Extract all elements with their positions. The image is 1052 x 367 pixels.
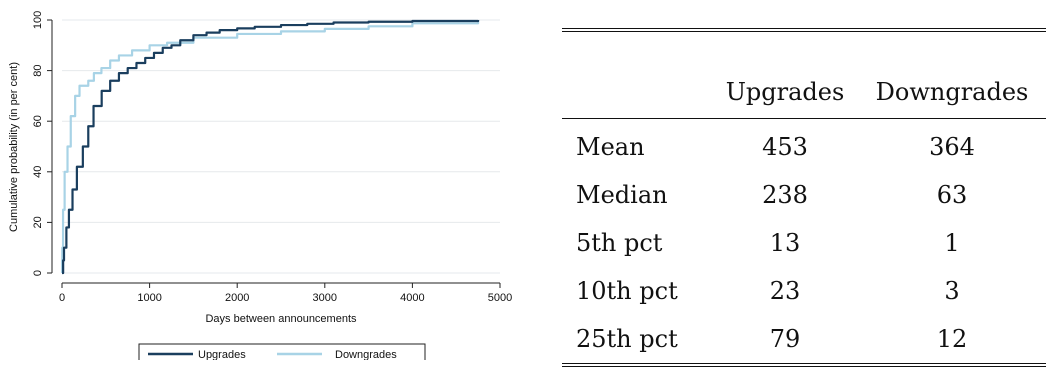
- summary-stats-table: Upgrades Downgrades Mean 453 364 Median …: [562, 28, 1046, 367]
- x-ticks: 0 1000 2000 3000 4000 5000: [59, 283, 512, 304]
- row-label: Mean: [576, 133, 645, 161]
- upgrades-value: 238: [762, 181, 808, 209]
- table-row: Median 238 63: [562, 171, 1046, 219]
- table-row: 5th pct 13 1: [562, 219, 1046, 267]
- table-row: 25th pct 79 12: [562, 315, 1046, 367]
- y-tick-label: 20: [32, 216, 44, 228]
- downgrades-value: 364: [929, 133, 975, 161]
- row-label: 5th pct: [576, 229, 663, 257]
- header-downgrades: Downgrades: [858, 30, 1046, 119]
- downgrades-value: 12: [858, 315, 1046, 367]
- y-ticks: 0 20 40 60 80 100: [32, 11, 52, 276]
- legend-label: Downgrades: [335, 349, 397, 360]
- row-label: 10th pct: [576, 277, 678, 305]
- table-row: 10th pct 23 3: [562, 267, 1046, 315]
- x-axis-label: Days between announcements: [205, 313, 357, 325]
- cdf-chart: 0 20 40 60 80 100 0 1000 2000 3000 4000 5000 Cumul…: [8, 11, 512, 360]
- y-tick-label: 40: [32, 166, 44, 178]
- upgrades-value: 13: [769, 229, 801, 257]
- downgrades-value: 63: [936, 181, 968, 209]
- x-tick-label: 0: [59, 292, 65, 304]
- table-header-row: Upgrades Downgrades: [562, 30, 1046, 119]
- x-tick-label: 3000: [313, 292, 337, 304]
- legend: Upgrades Downgrades: [138, 343, 426, 360]
- upgrades-value: 453: [762, 133, 808, 161]
- series-line-upgrades: [62, 19, 480, 275]
- legend-box: [138, 343, 426, 360]
- header-blank: [562, 30, 712, 119]
- y-tick-label: 80: [32, 64, 44, 76]
- axes: [51, 20, 500, 284]
- row-label: Median: [576, 181, 668, 209]
- y-tick-label: 100: [32, 11, 44, 29]
- upgrades-value: 79: [712, 315, 859, 367]
- table-row: Mean 453 364: [562, 119, 1046, 172]
- y-axis-label: Cumulative probability (in per cent): [8, 62, 20, 232]
- gridlines: [62, 19, 500, 274]
- y-tick-label: 60: [32, 115, 44, 127]
- downgrades-value: 3: [944, 277, 960, 305]
- x-tick-label: 5000: [488, 292, 512, 304]
- series-line-downgrades: [60, 21, 480, 275]
- legend-label: Upgrades: [198, 349, 246, 360]
- series-lines: [60, 19, 480, 275]
- x-tick-label: 1000: [137, 292, 161, 304]
- downgrades-value: 1: [944, 229, 960, 257]
- x-tick-label: 2000: [225, 292, 249, 304]
- y-tick-label: 0: [32, 270, 44, 276]
- row-label: 25th pct: [562, 315, 712, 367]
- upgrades-value: 23: [769, 277, 801, 305]
- x-tick-label: 4000: [400, 292, 424, 304]
- header-upgrades: Upgrades: [712, 30, 859, 119]
